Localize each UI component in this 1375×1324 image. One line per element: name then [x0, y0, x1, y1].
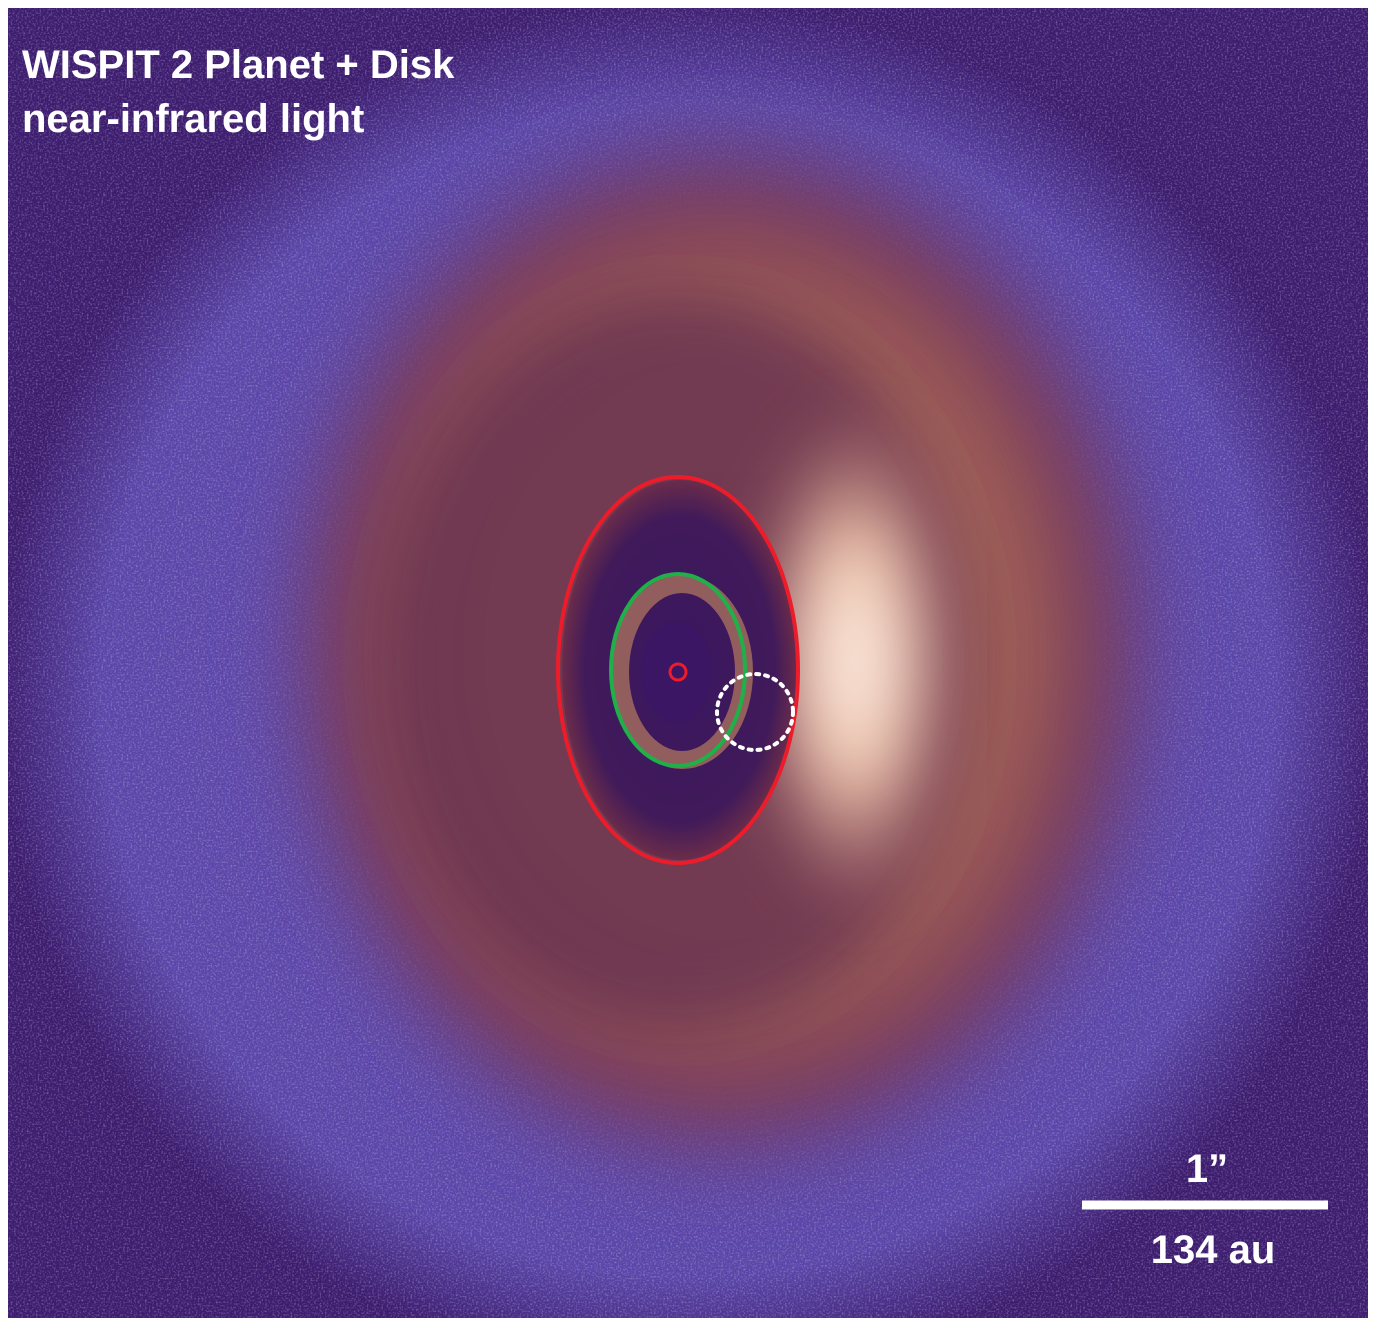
inner-core [641, 622, 711, 722]
disk-image: WISPIT 2 Planet + Disk near-infrared lig… [0, 0, 1375, 1324]
title-line-2: near-infrared light [22, 97, 364, 141]
scale-physical: 134 au [1151, 1228, 1276, 1272]
image-frame [0, 0, 1375, 1324]
page: {"title": {"line1": "WISPIT 2 Planet + D… [0, 0, 1375, 1324]
scale-angular: 1” [1186, 1147, 1228, 1191]
title-line-1: WISPIT 2 Planet + Disk [22, 43, 455, 87]
